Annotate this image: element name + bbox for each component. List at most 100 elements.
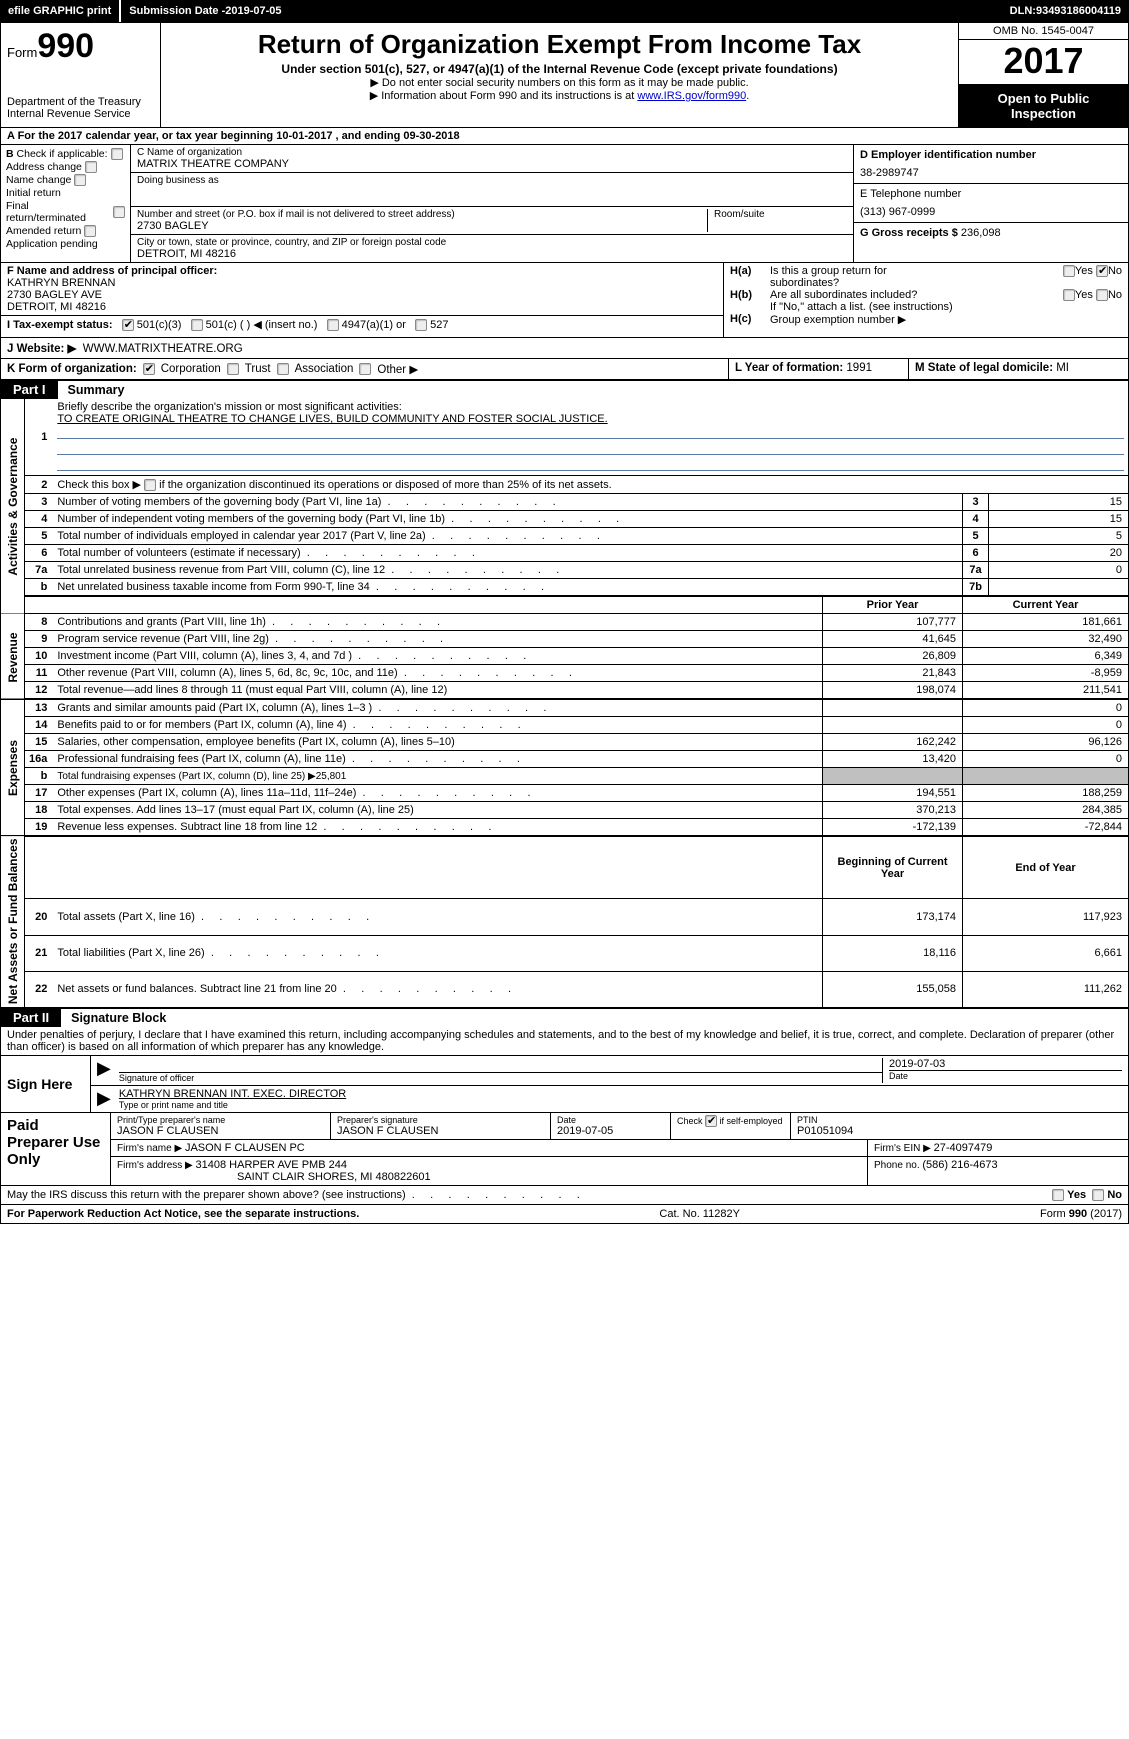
opt-other: Other ▶ (377, 362, 418, 376)
cb-527[interactable] (415, 319, 427, 331)
d-5: Total number of individuals employed in … (57, 530, 600, 542)
d-11: Other revenue (Part VIII, column (A), li… (57, 667, 572, 679)
dba-label: Doing business as (137, 175, 847, 186)
footer-right-form: 990 (1069, 1208, 1087, 1220)
g-receipts-label: G Gross receipts $ (860, 227, 961, 239)
b-header: B Check if applicable: (6, 148, 125, 160)
k-label: K Form of organization: (7, 363, 137, 375)
row-3: 3Number of voting members of the governi… (1, 494, 1129, 511)
cb-address-change[interactable] (85, 161, 97, 173)
irs-link[interactable]: www.IRS.gov/form990 (637, 90, 746, 102)
firm-name: JASON F CLAUSEN PC (185, 1142, 305, 1154)
p-22: 155,058 (823, 971, 963, 1007)
cb-4947[interactable] (327, 319, 339, 331)
opt-amended-return: Amended return (6, 225, 81, 237)
submission-date: Submission Date - 2019-07-05 (121, 0, 289, 22)
cb-501c3[interactable] (122, 319, 134, 331)
cb-ha-no[interactable] (1096, 265, 1108, 277)
section-bcdeg: B Check if applicable: Address change Na… (0, 145, 1129, 263)
p-18: 370,213 (823, 802, 963, 819)
sig-officer-label: Signature of officer (119, 1072, 882, 1083)
f-addr2: DETROIT, MI 48216 (7, 301, 717, 313)
p-9: 41,645 (823, 631, 963, 648)
cb-other[interactable] (359, 363, 371, 375)
hb-note: If "No," attach a list. (see instruction… (770, 301, 1122, 313)
v-4: 15 (989, 511, 1129, 528)
v-6: 20 (989, 545, 1129, 562)
cb-trust[interactable] (227, 363, 239, 375)
d-7b: Net unrelated business taxable income fr… (57, 581, 544, 593)
hb-yn: Yes No (1063, 289, 1122, 301)
cb-hb-yes[interactable] (1063, 289, 1075, 301)
line-2-cell: Check this box ▶ if the organization dis… (53, 476, 1128, 494)
tax-year: 2017 (959, 40, 1128, 85)
cb-501c[interactable] (191, 319, 203, 331)
f-left: F Name and address of principal officer:… (1, 263, 723, 337)
line-2-num: 2 (25, 476, 54, 494)
form-note2-pre: ▶ Information about Form 990 and its ins… (370, 90, 638, 102)
n-4: 4 (25, 511, 54, 528)
dln-label: DLN: (1010, 5, 1036, 17)
section-f-h: F Name and address of principal officer:… (0, 263, 1129, 338)
b-6: 6 (963, 545, 989, 562)
sig-name-line: ▶ KATHRYN BRENNAN INT. EXEC. DIRECTOR Ty… (91, 1086, 1128, 1112)
row-net-header: Net Assets or Fund BalancesBeginning of … (1, 836, 1129, 899)
line-1-mission: TO CREATE ORIGINAL THEATRE TO CHANGE LIV… (57, 413, 607, 425)
v-3: 15 (989, 494, 1129, 511)
pp-sig-cell: Preparer's signatureJASON F CLAUSEN (331, 1113, 551, 1139)
cb-amended-return[interactable] (84, 225, 96, 237)
e-phone-row: E Telephone number (313) 967-0999 (854, 184, 1128, 223)
part2-title: Signature Block (61, 1008, 1128, 1027)
public-inspection: Open to Public Inspection (959, 85, 1128, 127)
footer-mid: Cat. No. 11282Y (659, 1208, 740, 1220)
sign-here-row: Sign Here ▶ Signature of officer 2019-07… (1, 1056, 1128, 1112)
cb-name-change[interactable] (74, 174, 86, 186)
cb-ha-yes[interactable] (1063, 265, 1075, 277)
hb-note-tag (730, 301, 762, 313)
row-klm: K Form of organization: Corporation Trus… (0, 359, 1129, 380)
sig-name-title: KATHRYN BRENNAN INT. EXEC. DIRECTOR (119, 1088, 1122, 1100)
efile-print-button[interactable]: efile GRAPHIC print (0, 0, 121, 22)
p-17: 194,551 (823, 785, 963, 802)
row-2: 2 Check this box ▶ if the organization d… (1, 476, 1129, 494)
footer-left: For Paperwork Reduction Act Notice, see … (7, 1208, 359, 1220)
net-hdr-desc (53, 836, 822, 899)
hc-label: Group exemption number ▶ (770, 313, 1122, 326)
ha-row: H(a) Is this a group return for subordin… (730, 265, 1122, 289)
cb-self-employed[interactable] (705, 1115, 717, 1127)
cb-association[interactable] (277, 363, 289, 375)
cb-final-return[interactable] (113, 206, 125, 218)
pp-line-2: Firm's name ▶ JASON F CLAUSEN PC Firm's … (111, 1140, 1128, 1157)
b-main-checkbox[interactable] (111, 148, 123, 160)
ha-label1: Is this a group return for (770, 265, 887, 277)
row-1: Activities & Governance 1 Briefly descri… (1, 399, 1129, 476)
n-14: 14 (25, 717, 54, 734)
side-expenses: Expenses (1, 699, 25, 836)
cb-discontinued[interactable] (144, 479, 156, 491)
chk-final-return: Final return/terminated (6, 200, 125, 224)
form-word: Form (7, 45, 37, 60)
pp-date-label: Date (557, 1115, 664, 1125)
n-21: 21 (25, 935, 54, 971)
p-12: 198,074 (823, 682, 963, 700)
c-21: 6,661 (963, 935, 1129, 971)
hb-note-row: If "No," attach a list. (see instruction… (730, 301, 1122, 313)
sig-name-title-label: Type or print name and title (119, 1100, 1122, 1110)
p-8: 107,777 (823, 614, 963, 631)
city-label: City or town, state or province, country… (137, 237, 847, 248)
n-19: 19 (25, 819, 54, 837)
hc-tag: H(c) (730, 313, 762, 326)
cb-hb-no[interactable] (1096, 289, 1108, 301)
firm-ein: 27-4097479 (934, 1142, 993, 1154)
paid-preparer-label: Paid Preparer Use Only (1, 1113, 111, 1185)
line-1-cell: Briefly describe the organization's miss… (53, 399, 1128, 476)
hb-yes: Yes (1075, 289, 1093, 301)
e-phone-value: (313) 967-0999 (860, 206, 1122, 218)
c-name-label: C Name of organization (137, 147, 847, 158)
m-label: M State of legal domicile: (915, 362, 1056, 374)
cb-corporation[interactable] (143, 363, 155, 375)
d-16a: Professional fundraising fees (Part IX, … (57, 753, 520, 765)
j-label: J Website: ▶ (7, 343, 76, 355)
cb-discuss-no[interactable] (1092, 1189, 1104, 1201)
cb-discuss-yes[interactable] (1052, 1189, 1064, 1201)
